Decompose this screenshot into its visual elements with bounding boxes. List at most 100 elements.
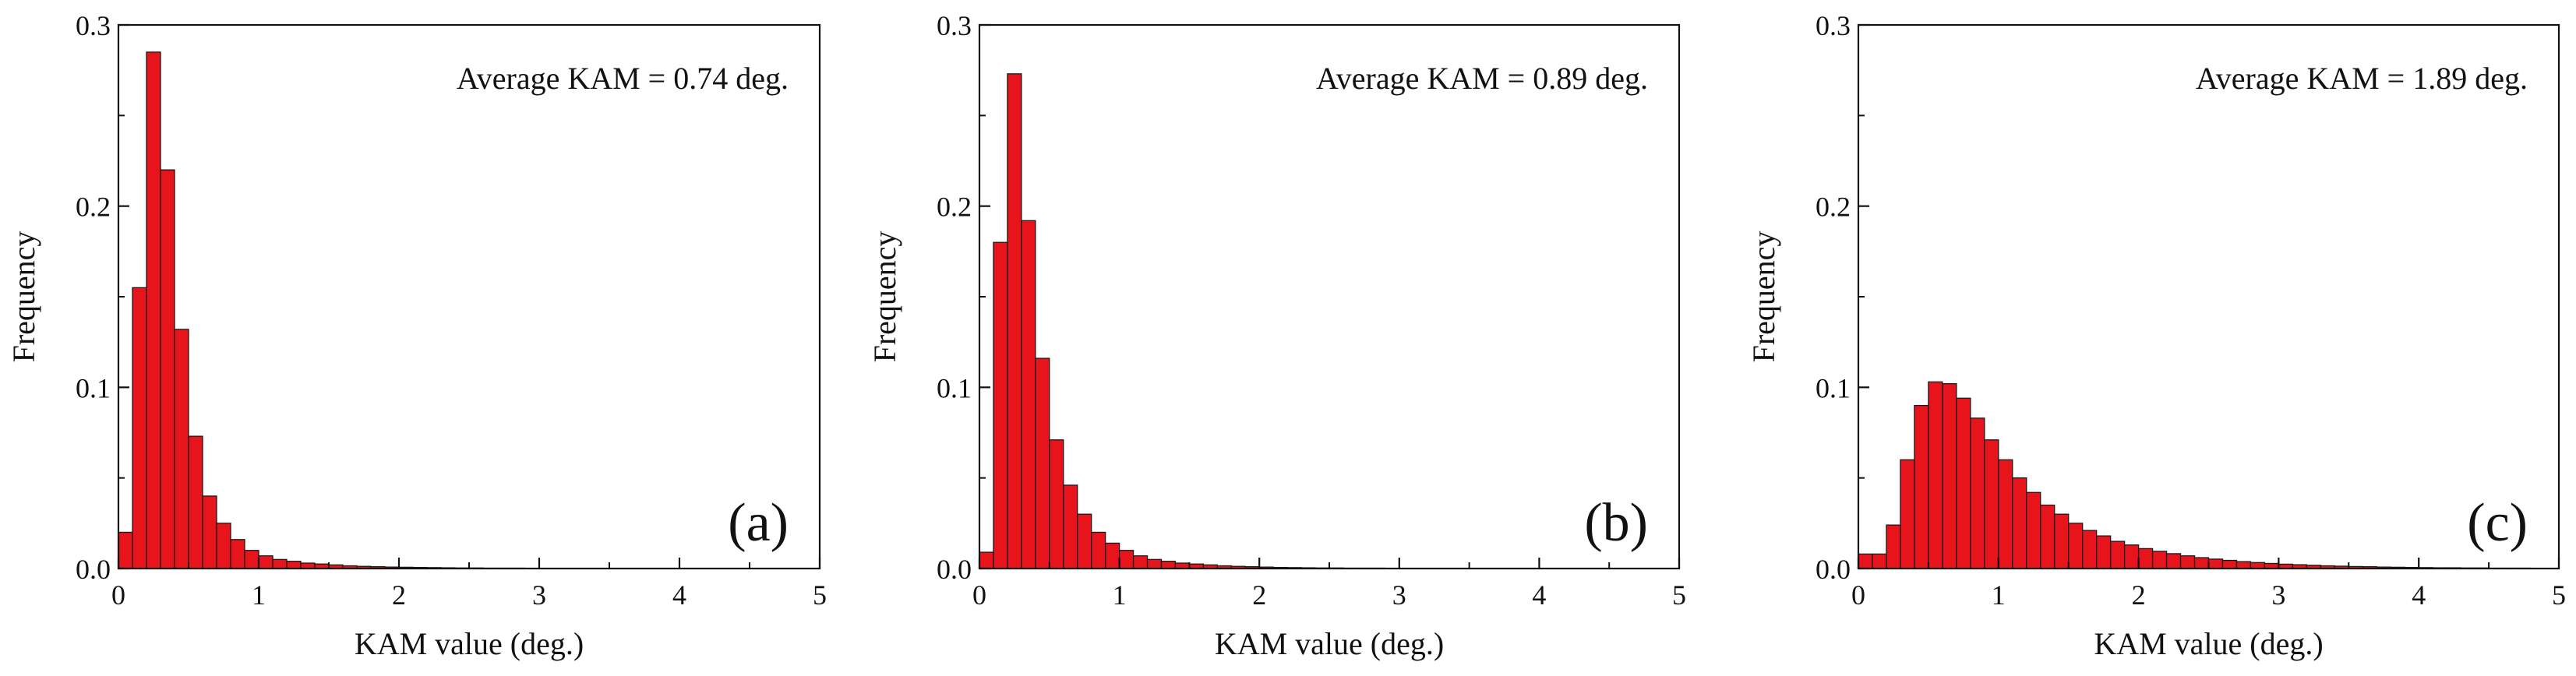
histogram-bar — [979, 551, 994, 569]
histogram-bar — [2235, 561, 2252, 569]
y-tick-label: 0.2 — [76, 192, 111, 223]
histogram-bar — [1049, 439, 1064, 569]
histogram-bar — [2109, 540, 2126, 569]
x-tick-label: 2 — [392, 579, 406, 611]
histogram-bar — [1077, 513, 1092, 569]
histogram-bar — [230, 539, 245, 569]
x-tick-label: 4 — [1532, 579, 1546, 611]
histogram-bar — [2123, 544, 2140, 569]
x-tick-label: 1 — [1992, 579, 2006, 611]
histogram-bar — [1021, 220, 1036, 569]
histogram-bar — [2054, 513, 2070, 569]
histogram-bar — [2207, 558, 2224, 569]
histogram-bar — [160, 169, 175, 569]
histogram-bar — [1970, 417, 1985, 569]
x-tick-label: 0 — [111, 579, 125, 611]
histogram-bar — [1956, 397, 1971, 569]
histogram-bar — [2250, 562, 2266, 569]
y-tick-label: 0.2 — [1816, 192, 1851, 223]
histogram-bar — [1063, 484, 1078, 569]
histogram-bar — [146, 51, 161, 569]
y-tick-label: 0.2 — [937, 192, 972, 223]
histogram-bar — [188, 435, 203, 569]
x-tick-label: 4 — [672, 579, 686, 611]
y-tick-label: 0.3 — [1816, 10, 1851, 41]
y-tick-label: 0.1 — [76, 372, 111, 403]
histogram-bar — [174, 329, 189, 569]
histogram-bar — [993, 241, 1008, 569]
x-tick-label: 4 — [2412, 579, 2426, 611]
y-tick-label: 0.0 — [76, 554, 111, 585]
histogram-bar — [1900, 459, 1915, 569]
y-tick-label: 0.0 — [937, 554, 972, 585]
histogram-bar — [1998, 459, 2013, 569]
x-tick-label: 5 — [1672, 579, 1686, 611]
histogram-bar — [272, 558, 288, 569]
x-tick-label: 3 — [532, 579, 546, 611]
x-tick-label: 5 — [813, 579, 827, 611]
histogram-bar — [1146, 558, 1163, 569]
y-axis-title: Frequency — [1746, 231, 1781, 363]
histogram-bar — [1928, 381, 1943, 569]
x-tick-label: 2 — [2132, 579, 2146, 611]
y-axis-title: Frequency — [6, 231, 41, 363]
x-tick-label: 5 — [2552, 579, 2566, 611]
panel-label: (c) — [2467, 493, 2528, 553]
histogram-bar — [1160, 561, 1177, 569]
x-axis-title: KAM value (deg.) — [2094, 626, 2323, 661]
histogram-bar — [1872, 553, 1887, 569]
x-tick-label: 2 — [1252, 579, 1266, 611]
x-tick-label: 1 — [1113, 579, 1127, 611]
histogram-bar — [1091, 531, 1106, 569]
x-tick-label: 1 — [252, 579, 266, 611]
histogram-bar — [244, 550, 259, 569]
histogram-bar — [2221, 559, 2238, 569]
histogram-bar — [132, 287, 147, 569]
average-kam-annotation: Average KAM = 1.89 deg. — [2196, 61, 2528, 96]
average-kam-annotation: Average KAM = 0.74 deg. — [457, 61, 789, 96]
histogram-bar — [1118, 550, 1134, 569]
chart-panel-b: 0 1 2 3 4 5 0.0 0.1 0.2 0.3 KAM value (deg.) Freque… — [867, 10, 1686, 661]
histogram-bar — [118, 531, 133, 569]
x-axis-title: KAM value (deg.) — [355, 626, 584, 661]
plot-frame — [117, 23, 821, 570]
y-tick-label: 0.0 — [1816, 554, 1851, 585]
x-tick-label: 0 — [1851, 579, 1865, 611]
panel-label: (b) — [1584, 493, 1648, 553]
panel-label: (a) — [728, 493, 789, 553]
histogram-bar — [1104, 542, 1120, 569]
average-kam-annotation: Average KAM = 0.89 deg. — [1316, 61, 1648, 96]
histogram-bar — [1886, 524, 1901, 569]
x-tick-label: 3 — [2271, 579, 2285, 611]
histogram-bar — [1132, 555, 1149, 569]
histogram-bar — [286, 561, 302, 569]
x-axis-title: KAM value (deg.) — [1215, 626, 1444, 661]
histogram-bar — [202, 495, 217, 569]
histogram-bar — [2096, 535, 2112, 569]
histogram-bar — [216, 523, 231, 569]
y-tick-label: 0.3 — [937, 10, 972, 41]
x-tick-label: 0 — [972, 579, 986, 611]
histogram-bar — [2068, 523, 2084, 569]
histogram-bar — [1035, 357, 1050, 569]
plot-frame — [978, 23, 1681, 570]
x-tick-label: 3 — [1392, 579, 1406, 611]
histogram-bar — [2151, 551, 2168, 569]
histogram-bar — [1984, 439, 1999, 569]
histogram-bar — [2179, 555, 2196, 569]
y-tick-label: 0.1 — [1816, 372, 1851, 403]
histogram-bar — [258, 555, 273, 569]
histogram-bar — [2082, 530, 2098, 569]
y-tick-label: 0.3 — [76, 10, 111, 41]
histogram-bar — [1914, 404, 1929, 569]
histogram-bar — [2040, 504, 2056, 569]
histogram-bar — [1007, 73, 1022, 569]
chart-panel-a: 0 1 2 3 4 5 0.0 0.1 0.2 0.3 KAM value (deg.) Freque… — [6, 10, 827, 661]
y-axis-title: Frequency — [867, 231, 902, 363]
histogram-bar — [2165, 553, 2182, 569]
histogram-bar — [2026, 491, 2041, 569]
histogram-bar — [1858, 553, 1873, 569]
chart-panel-c: 0 1 2 3 4 5 0.0 0.1 0.2 0.3 KAM value (deg.) Freque… — [1746, 10, 2566, 661]
histogram-bar — [2012, 477, 2027, 569]
